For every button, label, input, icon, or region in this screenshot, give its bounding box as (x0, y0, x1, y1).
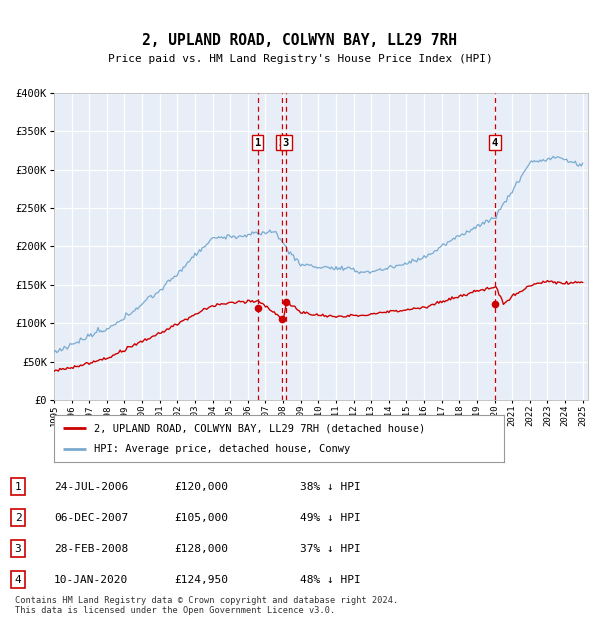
Text: 2: 2 (278, 138, 285, 148)
Text: £128,000: £128,000 (174, 544, 228, 554)
Text: 38% ↓ HPI: 38% ↓ HPI (300, 482, 361, 492)
Text: 24-JUL-2006: 24-JUL-2006 (54, 482, 128, 492)
Text: 2, UPLAND ROAD, COLWYN BAY, LL29 7RH: 2, UPLAND ROAD, COLWYN BAY, LL29 7RH (143, 33, 458, 48)
Text: 3: 3 (283, 138, 289, 148)
Text: 49% ↓ HPI: 49% ↓ HPI (300, 513, 361, 523)
Text: 1: 1 (254, 138, 261, 148)
Text: 2, UPLAND ROAD, COLWYN BAY, LL29 7RH (detached house): 2, UPLAND ROAD, COLWYN BAY, LL29 7RH (de… (95, 423, 426, 433)
Text: 4: 4 (14, 575, 22, 585)
Text: HPI: Average price, detached house, Conwy: HPI: Average price, detached house, Conw… (95, 444, 351, 454)
Text: 37% ↓ HPI: 37% ↓ HPI (300, 544, 361, 554)
Text: 3: 3 (14, 544, 22, 554)
Text: 1: 1 (14, 482, 22, 492)
Text: Price paid vs. HM Land Registry's House Price Index (HPI): Price paid vs. HM Land Registry's House … (107, 54, 493, 64)
Text: 4: 4 (492, 138, 498, 148)
Text: £105,000: £105,000 (174, 513, 228, 523)
Text: 10-JAN-2020: 10-JAN-2020 (54, 575, 128, 585)
Text: £120,000: £120,000 (174, 482, 228, 492)
Text: 48% ↓ HPI: 48% ↓ HPI (300, 575, 361, 585)
Text: 06-DEC-2007: 06-DEC-2007 (54, 513, 128, 523)
Text: 2: 2 (14, 513, 22, 523)
Text: £124,950: £124,950 (174, 575, 228, 585)
Text: Contains HM Land Registry data © Crown copyright and database right 2024.
This d: Contains HM Land Registry data © Crown c… (15, 596, 398, 615)
Text: 28-FEB-2008: 28-FEB-2008 (54, 544, 128, 554)
